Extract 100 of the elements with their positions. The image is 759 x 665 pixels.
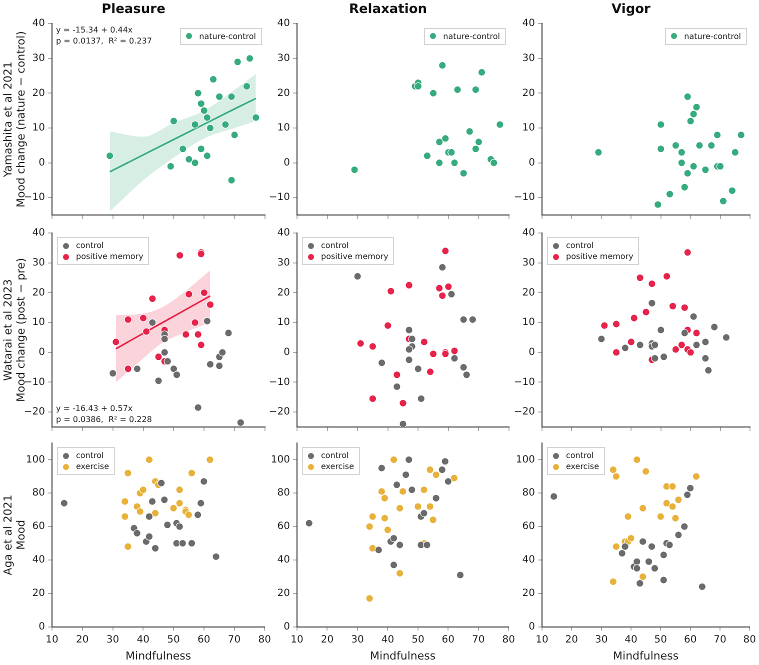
- y-tick-label: 10: [32, 122, 45, 134]
- point: [686, 484, 694, 492]
- point: [148, 294, 156, 303]
- x-axis-title: Mindfulness: [370, 649, 436, 662]
- point: [224, 329, 232, 337]
- point: [356, 340, 364, 348]
- point: [106, 152, 114, 160]
- point: [438, 263, 446, 272]
- point: [636, 274, 644, 282]
- y-tick-label: 30: [522, 257, 535, 268]
- point: [404, 456, 413, 464]
- y-tick-label: 60: [32, 521, 45, 532]
- point: [737, 131, 745, 139]
- point: [392, 480, 401, 489]
- point: [612, 320, 620, 328]
- point: [402, 470, 410, 479]
- point: [399, 420, 407, 427]
- point: [408, 486, 416, 494]
- point: [650, 564, 659, 572]
- point: [206, 300, 214, 309]
- point: [197, 100, 205, 108]
- y-tick-label: 20: [32, 588, 45, 599]
- point: [160, 335, 168, 343]
- point: [185, 155, 193, 164]
- point: [460, 169, 468, 178]
- point: [124, 469, 132, 477]
- point: [466, 128, 474, 136]
- point: [124, 316, 132, 324]
- point: [674, 531, 682, 539]
- legend-label: exercise: [321, 462, 354, 471]
- y-tick-label: 80: [32, 488, 45, 499]
- point: [654, 200, 662, 208]
- point: [651, 341, 659, 349]
- point: [438, 466, 446, 474]
- point: [191, 120, 199, 128]
- point: [136, 508, 144, 516]
- point: [684, 169, 692, 178]
- y-tick-label: 0: [528, 157, 535, 168]
- point: [196, 499, 205, 508]
- point: [178, 144, 187, 153]
- point: [692, 341, 700, 349]
- point: [121, 512, 129, 520]
- y-tick-label: 40: [32, 554, 45, 566]
- x-tick-label: 20: [565, 634, 578, 646]
- point: [148, 498, 156, 506]
- point: [716, 162, 724, 170]
- point: [462, 370, 470, 379]
- x-tick-label: 70: [714, 634, 726, 646]
- point: [160, 348, 168, 356]
- x-tick-label: 60: [198, 634, 210, 646]
- point: [656, 144, 665, 153]
- point: [124, 542, 132, 550]
- point: [203, 317, 212, 325]
- x-tick-label: 50: [167, 634, 180, 646]
- point: [228, 176, 236, 184]
- point: [621, 542, 629, 550]
- point: [393, 370, 401, 379]
- point: [441, 457, 450, 466]
- point: [164, 520, 172, 529]
- legend-label: positive memory: [321, 252, 388, 261]
- point: [660, 576, 668, 584]
- point: [672, 346, 680, 354]
- point: [154, 376, 162, 385]
- point: [200, 288, 208, 297]
- legend-label: nature-control: [199, 32, 256, 41]
- y-tick-label: 20: [32, 287, 45, 298]
- x-tick-label: 30: [106, 634, 120, 646]
- point: [188, 539, 196, 548]
- point: [656, 326, 665, 334]
- point: [236, 418, 245, 426]
- point: [368, 544, 376, 552]
- x-tick-label: 60: [684, 634, 697, 646]
- point: [405, 326, 413, 334]
- y-tick-label: −10: [268, 376, 290, 388]
- legend-label: exercise: [566, 462, 600, 471]
- point: [642, 468, 650, 476]
- point: [696, 142, 704, 150]
- y-tick-label: 20: [277, 88, 290, 99]
- legend-label: control: [76, 241, 104, 250]
- point: [203, 114, 212, 122]
- annotation: p = 0.0386, R² = 0.228: [56, 415, 152, 424]
- point: [176, 522, 184, 530]
- point: [468, 316, 477, 324]
- point: [390, 561, 398, 569]
- point: [426, 368, 434, 376]
- point: [215, 362, 224, 370]
- legend-label: positive memory: [76, 252, 144, 261]
- point: [444, 478, 452, 486]
- point: [160, 496, 168, 504]
- point: [188, 469, 196, 477]
- point: [550, 492, 558, 500]
- point: [680, 304, 689, 312]
- y-tick-label: 30: [522, 52, 535, 64]
- y-tick-label: 0: [528, 346, 535, 358]
- point: [478, 68, 486, 76]
- point: [660, 352, 668, 361]
- point: [627, 338, 636, 346]
- point: [151, 509, 160, 518]
- point: [496, 120, 504, 128]
- annotation: y = -16.43 + 0.57x: [56, 404, 133, 414]
